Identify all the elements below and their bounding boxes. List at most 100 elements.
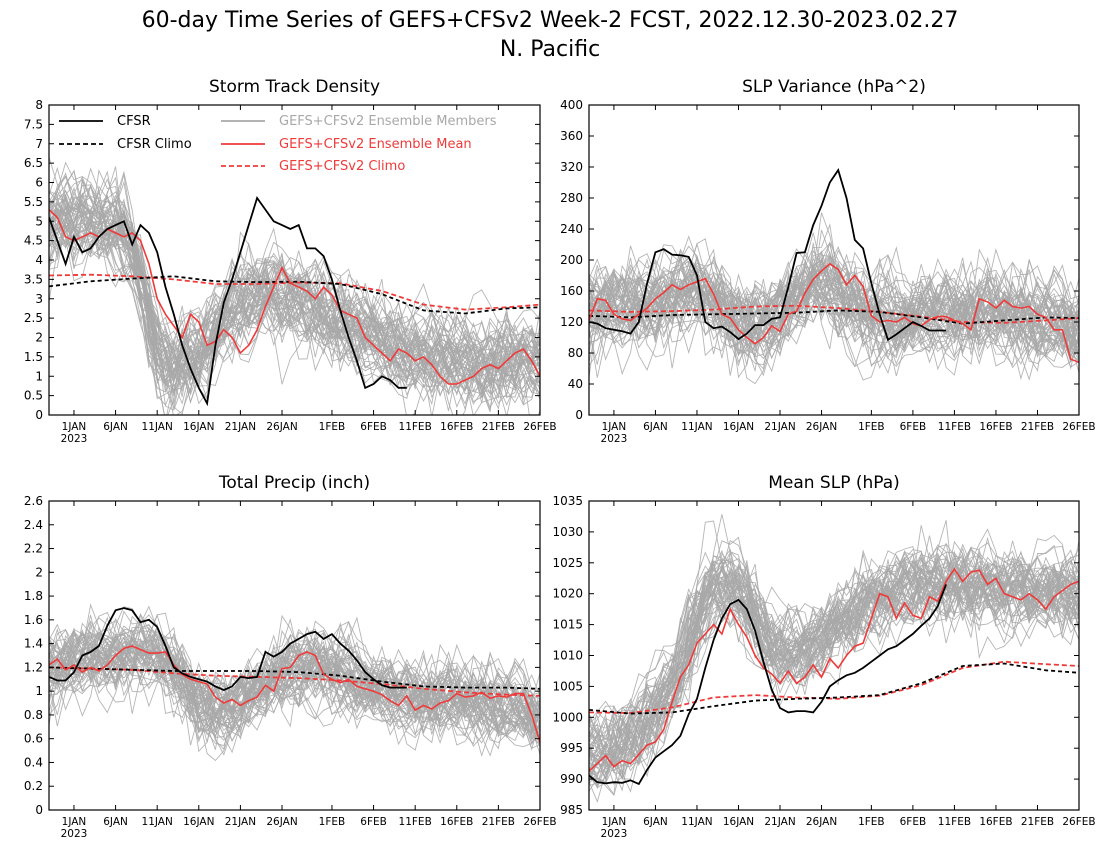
x-tick-label: 1FEB [319, 816, 346, 828]
ensemble-member-lines [589, 212, 1079, 385]
y-tick-label: 320 [560, 160, 583, 174]
y-tick-label: 985 [560, 803, 583, 817]
x-year-label: 2023 [61, 433, 88, 445]
ensemble-member-line [49, 188, 540, 385]
y-tick-label: 2.2 [24, 542, 43, 556]
ensemble-member-line [49, 636, 540, 751]
ensemble-member-line [589, 251, 1079, 356]
ensemble-member-line [49, 620, 540, 740]
y-tick-label: 1020 [552, 587, 583, 601]
ensemble-member-line [589, 238, 1079, 376]
ensemble-climo-line [49, 273, 540, 311]
x-tick-label: 26FEB [523, 816, 556, 828]
figure-subtitle: N. Pacific [500, 37, 600, 62]
ensemble-member-line [589, 264, 1079, 352]
y-tick-label: 0.5 [24, 389, 43, 403]
y-tick-label: 1.8 [24, 589, 43, 603]
x-tick-label: 16JAN [183, 816, 214, 828]
x-tick-label: 1JAN [602, 816, 627, 828]
ensemble-member-line [589, 254, 1079, 356]
x-tick-label: 6JAN [643, 421, 668, 433]
ensemble-mean-line [589, 567, 1079, 772]
x-tick-label: 26FEB [523, 421, 556, 433]
ensemble-member-line [589, 223, 1079, 346]
y-tick-label: 2.4 [24, 518, 43, 532]
panel-storm-track-density: Storm Track Density 0 0.5 1 1.5 2 2.5 3 3.5 4 4.5 5… [24, 77, 557, 445]
x-tick-label: 26JAN [806, 421, 837, 433]
ensemble-member-line [49, 603, 540, 737]
x-tick-label: 16FEB [440, 816, 473, 828]
cfsr-line [589, 168, 947, 342]
ensemble-member-line [589, 525, 1079, 772]
y-tick-label: 1.5 [24, 350, 43, 364]
x-tick-label: 6FEB [360, 421, 387, 433]
y-tick-label: 1 [35, 369, 43, 383]
y-tick-label: 0.8 [24, 708, 43, 722]
ensemble-member-line [49, 212, 540, 410]
y-tick-label: 360 [560, 129, 583, 143]
ensemble-member-line [49, 627, 540, 743]
y-tick-label: 200 [560, 253, 583, 267]
ensemble-member-line [589, 542, 1079, 782]
y-tick-label: 2.5 [24, 311, 43, 325]
ensemble-member-line [49, 642, 540, 727]
x-tick-label: 16FEB [440, 421, 473, 433]
y-tick-label: 120 [560, 315, 583, 329]
x-tick-label: 16JAN [183, 421, 214, 433]
y-tick-label: 1000 [552, 710, 583, 724]
y-tick-label: 160 [560, 284, 583, 298]
x-tick-label: 21FEB [482, 816, 515, 828]
ensemble-mean-line [49, 209, 540, 385]
ensemble-member-line [589, 555, 1079, 780]
y-tick-label: 6.5 [24, 156, 43, 170]
x-tick-label: 26JAN [266, 816, 297, 828]
x-tick-label: 26FEB [1062, 421, 1095, 433]
x-tick-label: 21FEB [1021, 816, 1054, 828]
x-tick-label: 26FEB [1062, 816, 1095, 828]
ensemble-member-line [49, 161, 540, 405]
y-tick-label: 995 [560, 741, 583, 755]
y-tick-label: 6 [35, 176, 43, 190]
x-tick-label: 11JAN [681, 421, 712, 433]
ensemble-mean-line [49, 645, 540, 743]
ensemble-member-line [589, 536, 1079, 763]
y-tick-label: 1010 [552, 649, 583, 663]
ensemble-member-line [49, 631, 540, 732]
y-tick-label: 3 [35, 292, 43, 306]
x-tick-label: 11JAN [681, 816, 712, 828]
legend-ensemble-climo-label: GEFS+CFSv2 Climo [279, 159, 405, 174]
x-tick-label: 11JAN [142, 421, 173, 433]
ensemble-member-lines [49, 603, 540, 762]
ensemble-member-lines [589, 514, 1079, 803]
x-tick-label: 1JAN [62, 421, 87, 433]
y-tick-label: 990 [560, 772, 583, 786]
ensemble-member-line [589, 264, 1079, 373]
y-tick-label: 0 [35, 803, 43, 817]
legend-ensemble-mean-label: GEFS+CFSv2 Ensemble Mean [279, 137, 472, 152]
cfsr-line [49, 607, 407, 691]
y-tick-label: 80 [568, 346, 583, 360]
panel-title: Mean SLP (hPa) [768, 473, 900, 493]
x-tick-label: 16FEB [979, 421, 1012, 433]
ensemble-member-line [49, 612, 540, 751]
y-tick-label: 4 [35, 253, 43, 267]
ensemble-member-line [589, 561, 1079, 767]
ensemble-climo-line [589, 304, 1079, 324]
x-tick-label: 6FEB [900, 816, 927, 828]
y-tick-label: 2 [35, 331, 43, 345]
x-tick-label: 11FEB [938, 421, 971, 433]
panel-title: Storm Track Density [209, 77, 380, 97]
x-tick-label: 26JAN [266, 421, 297, 433]
ensemble-member-line [49, 637, 540, 717]
ensemble-member-line [49, 210, 540, 402]
x-year-label: 2023 [601, 433, 628, 445]
x-tick-label: 21FEB [482, 421, 515, 433]
y-tick-label: 280 [560, 191, 583, 205]
cfsr-climo-line [589, 662, 1079, 715]
plot-frame [48, 500, 541, 811]
y-tick-label: 40 [568, 377, 583, 391]
x-tick-label: 21JAN [225, 421, 256, 433]
x-tick-label: 6FEB [900, 421, 927, 433]
ensemble-member-line [589, 245, 1079, 356]
ensemble-member-line [49, 627, 540, 741]
